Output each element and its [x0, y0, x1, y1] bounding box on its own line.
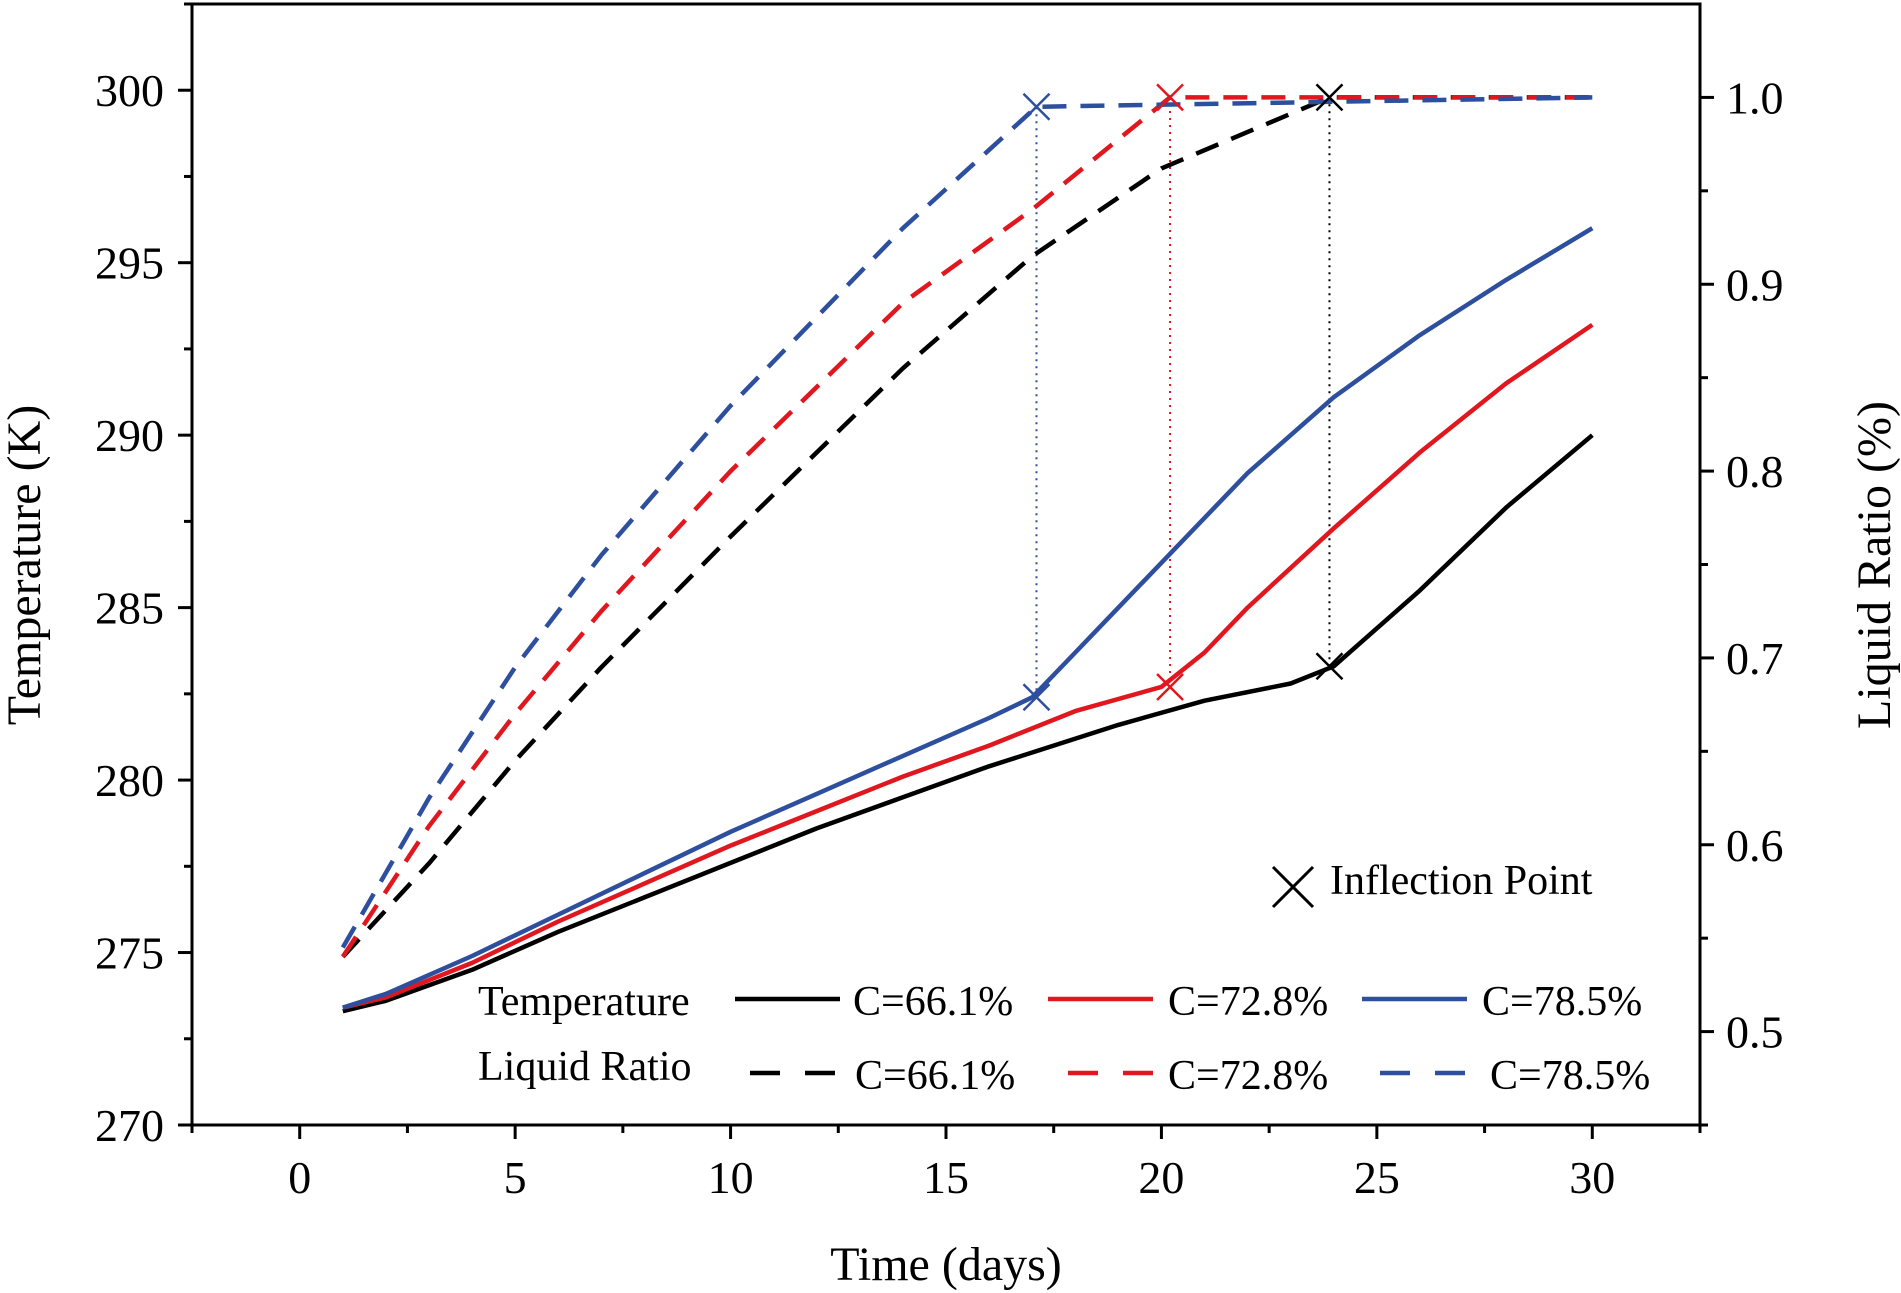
plot-frame: [190, 2, 1702, 1127]
legend-liquid-ratio-series-label: C=66.1%: [855, 1053, 1015, 1099]
legend-entries: C=66.1% C=72.8% C=78.5% C=66.1% C=72.8% C=78.…: [735, 979, 1650, 1099]
liquid-ratio-series-line: [340, 95, 1593, 959]
inflection-marker: [1315, 652, 1344, 681]
liquid-ratio-series-line: [341, 95, 1593, 959]
ticks-layer: 0 5 10 15 20 25 30 270 275 280 285 290 295 300 0.5 0.6 0…: [95, 2, 1784, 1203]
y-left-axis-title: Temperature (K): [0, 405, 51, 725]
y-right-tick-label: 0.5: [1726, 1007, 1784, 1058]
legend-inflection-marker: [1271, 865, 1315, 909]
legend-temperature-series-label: C=66.1%: [853, 979, 1013, 1025]
x-tick-label: 5: [504, 1152, 527, 1203]
inflection-markers: [1022, 83, 1344, 712]
x-tick-label: 25: [1354, 1152, 1400, 1203]
y-left-tick-label: 285: [95, 583, 164, 634]
inflection-marker: [1156, 673, 1184, 701]
y-left-tick-label: 295: [95, 238, 164, 289]
legend-temperature-series-label: C=72.8%: [1168, 979, 1328, 1025]
y-right-tick-label: 1.0: [1726, 72, 1784, 123]
x-tick-label: 15: [923, 1152, 969, 1203]
legend-temperature-series-label: C=78.5%: [1482, 979, 1642, 1025]
legend-liquid-ratio-series-label: C=72.8%: [1168, 1053, 1328, 1099]
temperature-series-line: [342, 226, 1594, 1010]
y-right-tick-label: 0.6: [1726, 820, 1784, 871]
inflection-marker: [1156, 83, 1184, 112]
y-right-axis-title: Liquid Ratio (%): [1848, 401, 1901, 729]
y-right-tick-label: 0.9: [1726, 259, 1784, 310]
liquid-ratio-series-line: [340, 95, 1593, 949]
legend: Inflection Point Temperature Liquid Rati…: [478, 858, 1650, 1099]
x-tick-label: 20: [1138, 1152, 1184, 1203]
y-left-tick-label: 300: [95, 65, 164, 116]
inflection-marker: [1022, 683, 1051, 712]
y-right-tick-label: 0.8: [1726, 446, 1784, 497]
temperature-series-line: [342, 433, 1594, 1014]
temperature-series-line: [342, 322, 1594, 1010]
x-tick-label: 0: [288, 1152, 311, 1203]
y-left-tick-label: 270: [95, 1100, 164, 1151]
x-tick-label: 30: [1569, 1152, 1615, 1203]
series-lines: [340, 95, 1594, 1014]
y-right-tick-label: 0.7: [1726, 633, 1784, 684]
inflection-marker: [1315, 83, 1344, 112]
inflection-guides: [1035, 97, 1331, 698]
legend-inflection-label: Inflection Point: [1330, 858, 1593, 904]
legend-temperature-label: Temperature: [478, 979, 690, 1025]
y-left-tick-label: 275: [95, 928, 164, 979]
inflection-marker: [1022, 92, 1051, 121]
y-left-tick-label: 290: [95, 410, 164, 461]
legend-liquid-ratio-series-label: C=78.5%: [1490, 1053, 1650, 1099]
x-tick-label: 10: [708, 1152, 754, 1203]
x-axis-title: Time (days): [830, 1238, 1062, 1291]
y-left-tick-label: 280: [95, 755, 164, 806]
legend-liquid-ratio-label: Liquid Ratio: [478, 1044, 692, 1090]
